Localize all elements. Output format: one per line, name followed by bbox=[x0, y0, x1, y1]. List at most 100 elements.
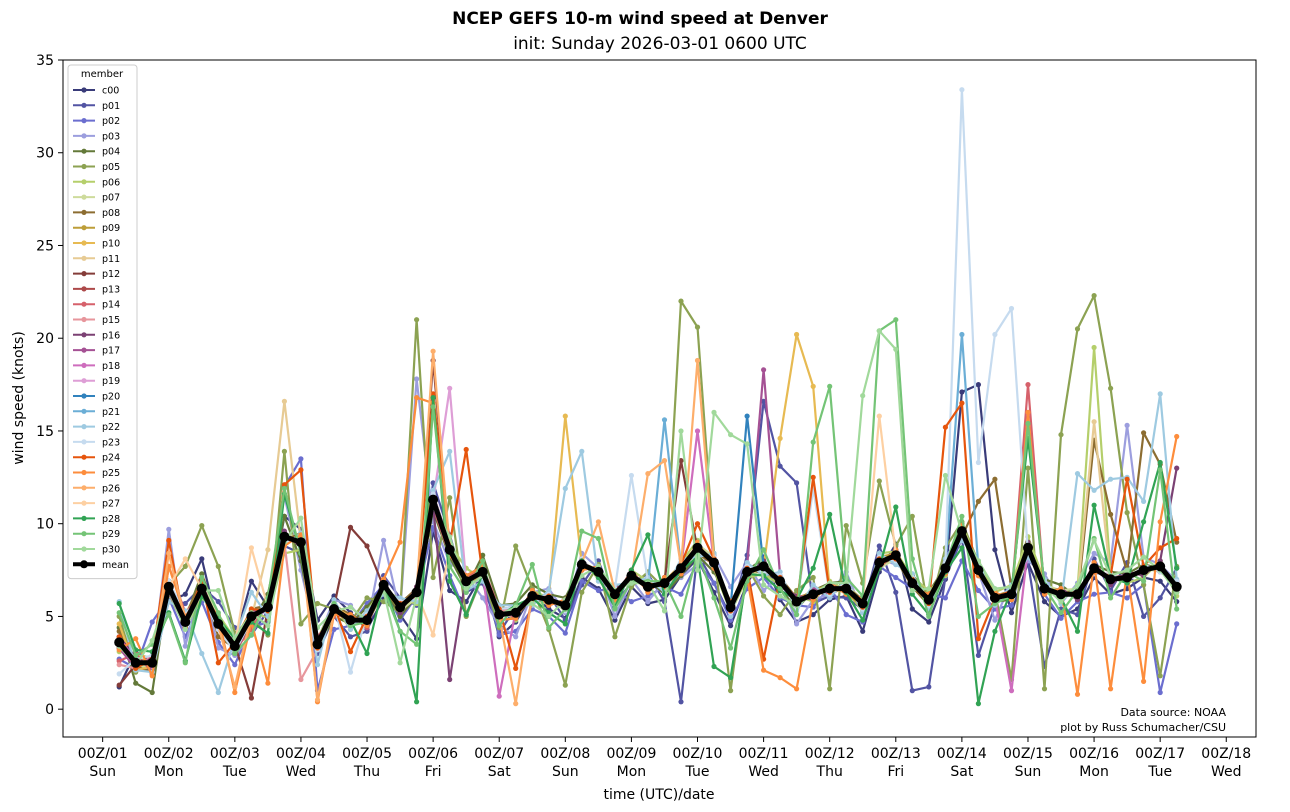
member-p22-point bbox=[447, 448, 453, 454]
member-p05-point bbox=[1074, 326, 1081, 332]
member-p11-point bbox=[265, 547, 271, 553]
x-tick-label: 00Z/16 bbox=[1069, 746, 1119, 762]
member-p02-point bbox=[232, 662, 238, 668]
legend-label: p05 bbox=[102, 162, 120, 173]
member-p12-point bbox=[364, 543, 370, 549]
member-c00-point bbox=[975, 382, 982, 388]
legend-swatch-marker bbox=[81, 194, 87, 200]
member-p28-point bbox=[562, 621, 568, 627]
member-p05-point bbox=[909, 513, 915, 519]
legend-swatch-marker bbox=[81, 179, 87, 185]
member-p26-point bbox=[232, 684, 238, 690]
member-p29-point bbox=[728, 645, 734, 651]
member-p05-point bbox=[1108, 385, 1114, 391]
member-p24-point bbox=[463, 446, 469, 453]
x-tick-label: 00Z/05 bbox=[342, 746, 392, 762]
x-tick-weekday: Tue bbox=[685, 764, 710, 780]
member-p22-point bbox=[562, 485, 568, 492]
x-tick-weekday: Wed bbox=[748, 764, 779, 780]
mean-point bbox=[1056, 589, 1066, 600]
member-p10-point bbox=[562, 413, 568, 419]
mean-point bbox=[824, 583, 835, 594]
legend-entry: p21 bbox=[73, 407, 120, 418]
member-p06-point bbox=[1091, 344, 1097, 351]
member-p03-point bbox=[414, 376, 420, 382]
member-p26-point bbox=[694, 357, 701, 364]
mean-point bbox=[642, 581, 653, 592]
member-p25-point bbox=[265, 680, 271, 686]
member-p30-point bbox=[860, 393, 866, 399]
legend-entry: p23 bbox=[73, 437, 120, 448]
member-p19-point bbox=[447, 385, 453, 391]
mean-point bbox=[378, 579, 389, 590]
legend-entry: p05 bbox=[73, 162, 120, 173]
legend-entry: p11 bbox=[73, 254, 120, 265]
member-p08-point bbox=[1141, 430, 1147, 436]
legend-entry: p08 bbox=[73, 208, 120, 219]
member-p25-point bbox=[232, 689, 238, 696]
legend-label: p29 bbox=[102, 529, 120, 540]
legend-swatch-marker bbox=[81, 209, 87, 215]
member-p02-point bbox=[1058, 615, 1064, 621]
legend-label: p18 bbox=[102, 361, 120, 372]
member-p05-point bbox=[298, 621, 304, 627]
x-tick-weekday: Sun bbox=[552, 764, 579, 780]
member-p23-point bbox=[1008, 305, 1015, 312]
member-p12-point bbox=[347, 524, 354, 531]
member-p22-point bbox=[331, 597, 337, 603]
member-p28-point bbox=[992, 628, 998, 634]
member-p24-point bbox=[347, 649, 354, 655]
member-p05-point bbox=[281, 448, 287, 454]
member-p30-point bbox=[1091, 537, 1097, 544]
member-p02-point bbox=[1174, 621, 1180, 627]
member-c00-point bbox=[612, 617, 618, 623]
member-p28-point bbox=[447, 578, 453, 584]
member-p29-point bbox=[133, 652, 139, 659]
legend-label: p26 bbox=[102, 483, 120, 494]
member-p22-point bbox=[827, 595, 833, 601]
legend-entry: mean bbox=[73, 560, 129, 571]
member-p30-line bbox=[118, 329, 1178, 666]
member-c00-point bbox=[1157, 578, 1163, 584]
member-p28-point bbox=[1141, 519, 1147, 525]
member-p01-point bbox=[794, 480, 800, 486]
member-p03-point bbox=[645, 599, 651, 605]
member-p24-point bbox=[942, 424, 949, 430]
chart-title: NCEP GEFS 10-m wind speed at Denver bbox=[452, 9, 828, 29]
x-tick-weekday: Sun bbox=[1015, 764, 1042, 780]
member-c00-point bbox=[860, 628, 866, 634]
member-p05-point bbox=[612, 634, 618, 640]
member-p29-point bbox=[529, 561, 535, 568]
mean-point bbox=[725, 602, 736, 613]
member-p24-point bbox=[281, 482, 287, 488]
member-p28-point bbox=[827, 511, 833, 517]
member-p22-point bbox=[1091, 487, 1097, 493]
member-p28-point bbox=[463, 612, 469, 618]
member-p20-point bbox=[744, 413, 750, 419]
member-p05-point bbox=[1041, 686, 1048, 692]
member-p29-point bbox=[1174, 606, 1180, 612]
legend-swatch-marker bbox=[81, 102, 87, 108]
x-tick-label: 00Z/08 bbox=[540, 746, 590, 762]
member-p17-point bbox=[761, 367, 767, 373]
member-p02-point bbox=[1124, 595, 1130, 601]
member-p30-point bbox=[347, 604, 354, 610]
member-p08-point bbox=[215, 634, 221, 640]
legend-entry: p24 bbox=[73, 453, 120, 464]
member-p11-point bbox=[1091, 419, 1097, 425]
member-p22-point bbox=[728, 613, 734, 620]
member-c00-point bbox=[248, 578, 254, 584]
member-p28-point bbox=[116, 600, 122, 607]
member-p12-point bbox=[248, 695, 254, 701]
member-p24-point bbox=[166, 537, 172, 544]
member-p01-point bbox=[926, 684, 932, 690]
x-tick-weekday: Wed bbox=[286, 764, 317, 780]
member-p05-point bbox=[1058, 432, 1064, 438]
member-p22-point bbox=[579, 448, 585, 454]
member-c00-point bbox=[959, 389, 965, 395]
legend-label: p27 bbox=[102, 499, 120, 510]
member-p30-point bbox=[909, 587, 915, 594]
mean-point bbox=[857, 598, 868, 609]
member-p18-point bbox=[1008, 688, 1015, 694]
member-p05-point bbox=[199, 523, 205, 529]
